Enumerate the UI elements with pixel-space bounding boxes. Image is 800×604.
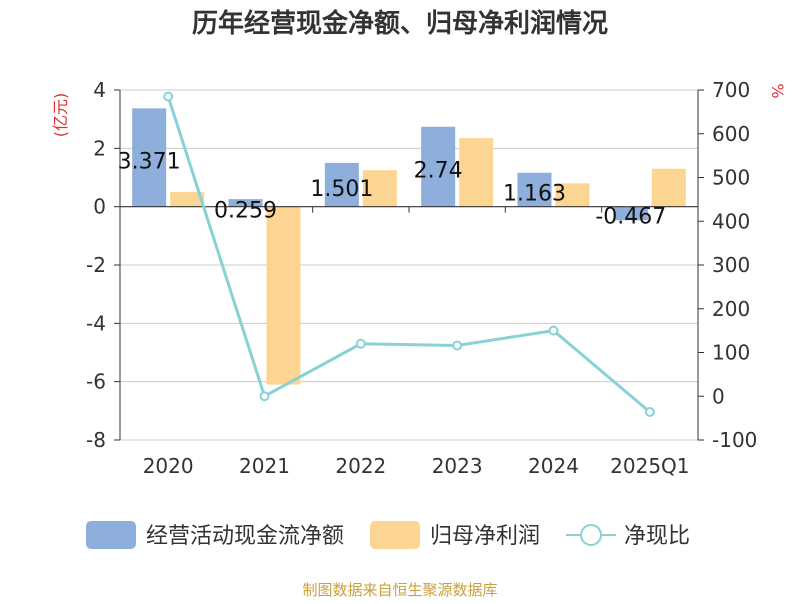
category-label: 2023 [432, 454, 483, 478]
cashflow-bar [421, 126, 456, 207]
cashflow-data-label: 3.371 [118, 150, 181, 175]
ratio-point [355, 338, 366, 349]
ratio-point [452, 340, 463, 351]
left-axis-tick-label: -6 [86, 370, 106, 394]
right-axis-tick-label: 0 [712, 384, 725, 408]
left-axis-tick-label: -8 [86, 428, 106, 452]
right-axis-unit: % [768, 83, 787, 98]
grid-lines [120, 89, 698, 441]
left-axis-tick-label: 4 [93, 78, 106, 102]
profit-bar [459, 138, 494, 207]
profit-bar [266, 206, 301, 385]
axes: 4 2 0 -2 -4 -6 -8 700 600 500 400 300 200 100 0 -100 202… [86, 78, 757, 478]
cashflow-bar [324, 162, 359, 207]
profit-bar [555, 183, 590, 207]
ratio-point [163, 91, 174, 102]
category-label: 2024 [528, 454, 579, 478]
legend-swatch [86, 521, 136, 549]
profit-bar [362, 170, 397, 207]
cashflow-data-label: 0.259 [214, 199, 277, 224]
left-axis-unit: (亿元) [51, 93, 70, 138]
source-note: 制图数据来自恒生聚源数据库 [302, 581, 497, 599]
left-axis-tick-label: 0 [93, 195, 106, 219]
cashflow-data-label: 2.74 [414, 159, 463, 184]
ratio-line [163, 91, 655, 417]
category-label: 2022 [335, 454, 386, 478]
legend: 经营活动现金流净额 归母净利润 净现比 [86, 521, 690, 549]
ratio-line-path [166, 96, 651, 414]
profit-bar [651, 168, 686, 207]
cashflow-bar [613, 206, 648, 221]
ratio-point [644, 407, 655, 417]
chart-title: 历年经营现金净额、归母净利润情况 [192, 8, 608, 39]
ratio-point [259, 391, 270, 402]
right-axis-tick-label: 200 [712, 297, 750, 321]
cashflow-bar [517, 172, 552, 207]
profit-bar [170, 192, 205, 207]
cashflow-bar [228, 199, 263, 207]
right-axis-tick-label: 700 [712, 78, 750, 102]
right-axis-tick-label: 500 [712, 166, 750, 190]
category-label: 2021 [239, 454, 290, 478]
left-axis-tick-label: -2 [86, 253, 106, 277]
right-axis-tick-label: 100 [712, 341, 750, 365]
right-axis-tick-label: 300 [712, 253, 750, 277]
right-axis-tick-label: 400 [712, 209, 750, 233]
bars [132, 108, 686, 385]
category-label: 2020 [143, 454, 194, 478]
data-labels: 3.371 0.259 1.501 2.74 1.163 -0.467 [118, 150, 667, 230]
legend-label: 经营活动现金流净额 [146, 524, 344, 549]
right-axis-tick-label: -100 [712, 428, 757, 452]
cashflow-data-label: 1.163 [503, 182, 566, 207]
legend-label: 净现比 [624, 524, 690, 549]
cashflow-data-label: 1.501 [310, 177, 373, 202]
category-label: 2025Q1 [610, 454, 689, 478]
legend-marker [580, 524, 603, 546]
left-axis-tick-label: 2 [93, 136, 106, 160]
left-axis-tick-label: -4 [86, 311, 106, 335]
cashflow-bar [132, 108, 167, 207]
right-axis-tick-label: 600 [712, 122, 750, 146]
cashflow-data-label: -0.467 [595, 205, 666, 230]
legend-swatch [370, 521, 421, 549]
legend-label: 归母净利润 [430, 524, 540, 549]
ratio-point [548, 325, 559, 336]
